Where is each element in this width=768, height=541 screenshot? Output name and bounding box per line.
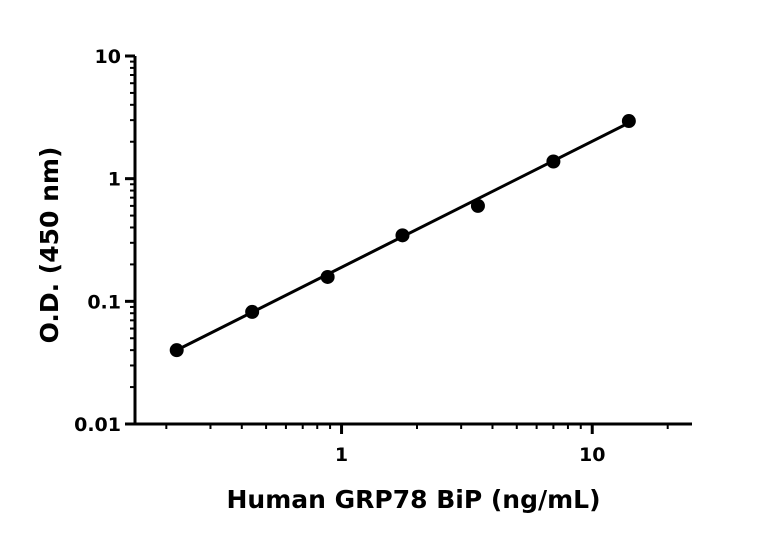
data-point: [169, 343, 184, 358]
data-point: [320, 269, 335, 284]
data-point: [245, 304, 260, 319]
data-point: [395, 228, 410, 243]
x-tick-label: 1: [335, 444, 348, 466]
x-axis-title: Human GRP78 BiP (ng/mL): [226, 485, 600, 514]
data-point: [470, 198, 485, 213]
axes: [133, 56, 692, 426]
data-point: [621, 114, 636, 129]
ticks: 0.01 0.1 1 10 1 10: [74, 46, 669, 466]
x-tick-label: 10: [579, 444, 605, 466]
y-axis-title: O.D. (450 nm): [35, 147, 64, 344]
y-tick-label: 10: [95, 46, 121, 68]
y-tick-label: 0.01: [74, 414, 121, 436]
data-point: [546, 154, 561, 169]
data-points: [169, 114, 636, 358]
y-tick-label: 1: [108, 169, 121, 191]
y-tick-label: 0.1: [87, 291, 121, 313]
